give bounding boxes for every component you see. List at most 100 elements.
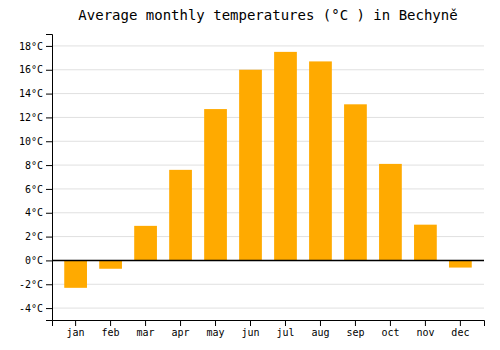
chart: Average monthly temperatures (°C ) in Be…	[0, 0, 500, 350]
grid-line	[52, 260, 484, 261]
x-axis-line	[53, 321, 485, 327]
y-tick: -4°C	[19, 303, 52, 314]
x-tick-label: oct	[381, 327, 399, 338]
x-tick: jan	[67, 320, 85, 338]
x-tick: may	[206, 320, 224, 338]
y-tick-mark	[46, 141, 52, 142]
y-tick: 8°C	[25, 160, 52, 171]
bar	[204, 109, 227, 260]
y-tick: 4°C	[25, 207, 52, 218]
y-tick-mark	[46, 213, 52, 214]
y-axis-line	[46, 35, 53, 321]
grid-line	[52, 69, 484, 70]
zero-line	[52, 260, 484, 262]
x-tick: mar	[137, 320, 155, 338]
y-tick: 0°C	[25, 255, 52, 266]
y-tick-mark	[46, 237, 52, 238]
plot: -4°C -2°C 0°C 2°C 4°C 6°C 8°C 10°C 12°C 14°C 16°C 1…	[19, 35, 485, 339]
x-tick-mark	[425, 320, 426, 326]
x-tick: apr	[172, 320, 190, 338]
y-tick-label: 12°C	[19, 112, 43, 123]
grid-line	[52, 212, 484, 213]
x-tick-label: nov	[416, 327, 434, 338]
bar	[64, 260, 87, 287]
y-tick: 2°C	[25, 231, 52, 242]
y-tick-label: 4°C	[25, 207, 43, 218]
x-tick-label: aug	[311, 327, 329, 338]
x-tick: sep	[346, 320, 364, 338]
x-tick-mark	[390, 320, 391, 326]
x-tick: dec	[451, 320, 469, 338]
x-tick-mark	[355, 320, 356, 326]
y-tick-label: 8°C	[25, 160, 43, 171]
x-tick-label: jul	[276, 327, 294, 338]
bar	[134, 226, 157, 261]
grid-line	[52, 284, 484, 285]
y-tick-label: 6°C	[25, 184, 43, 195]
bar	[169, 170, 192, 261]
x-tick-label: sep	[346, 327, 364, 338]
x-tick: jul	[276, 320, 294, 338]
y-tick-mark	[46, 308, 52, 309]
x-tick-mark	[145, 320, 146, 326]
bar	[379, 164, 402, 261]
bar	[99, 260, 122, 268]
y-tick: 12°C	[19, 112, 52, 123]
bar	[309, 61, 332, 260]
x-tick-label: dec	[451, 327, 469, 338]
x-tick-mark	[215, 320, 216, 326]
x-tick: nov	[416, 320, 434, 338]
x-tick: jun	[241, 320, 259, 338]
x-tick-mark	[75, 320, 76, 326]
x-tick-mark	[180, 320, 181, 326]
x-tick-label: feb	[102, 327, 120, 338]
y-tick-label: -2°C	[19, 279, 43, 290]
grid-line	[52, 165, 484, 166]
bar	[344, 104, 367, 260]
x-axis: jan feb mar apr may jun jul aug sep oct nov dec	[53, 320, 485, 338]
y-tick: 6°C	[25, 184, 52, 195]
y-tick: 14°C	[19, 88, 52, 99]
x-tick-label: jan	[67, 327, 85, 338]
grid-line	[52, 188, 484, 189]
y-tick: 16°C	[19, 64, 52, 75]
y-tick: 18°C	[19, 41, 52, 52]
grid-line	[52, 308, 484, 309]
y-tick-mark	[46, 260, 52, 261]
y-axis: -4°C -2°C 0°C 2°C 4°C 6°C 8°C 10°C 12°C 14°C 16°C 1…	[19, 35, 53, 321]
y-tick-mark	[46, 284, 52, 285]
y-tick-label: 10°C	[19, 136, 43, 147]
bars	[64, 52, 472, 288]
y-tick-label: 0°C	[25, 255, 43, 266]
x-tick: oct	[381, 320, 399, 338]
y-tick-mark	[46, 189, 52, 190]
y-tick-label: 16°C	[19, 64, 43, 75]
x-tick-mark	[285, 320, 286, 326]
bar	[274, 52, 297, 261]
y-tick-mark	[46, 46, 52, 47]
title: Average monthly temperatures (°C ) in Be…	[78, 7, 457, 23]
x-tick-mark	[110, 320, 111, 326]
grid-line	[52, 117, 484, 118]
x-tick-mark	[460, 320, 461, 326]
grid	[52, 46, 484, 308]
x-tick-label: mar	[137, 327, 155, 338]
y-tick-mark	[46, 117, 52, 118]
y-tick-label: -4°C	[19, 303, 43, 314]
y-tick-label: 14°C	[19, 88, 43, 99]
y-tick-label: 18°C	[19, 41, 43, 52]
x-tick: feb	[102, 320, 120, 338]
grid-line	[52, 141, 484, 142]
y-tick-mark	[46, 165, 52, 166]
x-tick: aug	[311, 320, 329, 338]
y-tick: -2°C	[19, 279, 52, 290]
grid-line	[52, 45, 484, 46]
x-tick-label: jun	[241, 327, 259, 338]
x-tick-mark	[320, 320, 321, 326]
grid-line	[52, 93, 484, 94]
bar	[449, 260, 472, 267]
x-tick-label: apr	[172, 327, 190, 338]
y-tick-mark	[46, 70, 52, 71]
y-tick-label: 2°C	[25, 231, 43, 242]
y-tick-mark	[46, 94, 52, 95]
